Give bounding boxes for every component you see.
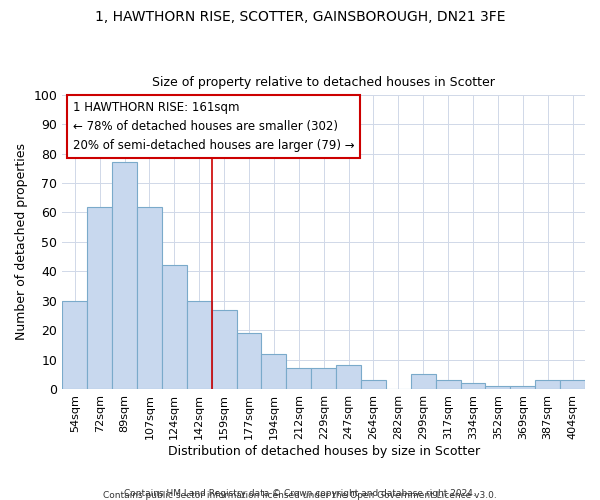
Bar [535, 380, 560, 389]
Bar [485, 386, 511, 389]
Bar [361, 380, 386, 389]
Bar [436, 380, 461, 389]
Text: 1, HAWTHORN RISE, SCOTTER, GAINSBOROUGH, DN21 3FE: 1, HAWTHORN RISE, SCOTTER, GAINSBOROUGH,… [95, 10, 505, 24]
Y-axis label: Number of detached properties: Number of detached properties [15, 144, 28, 340]
Text: Contains HM Land Registry data © Crown copyright and database right 2024.: Contains HM Land Registry data © Crown c… [124, 488, 476, 498]
Bar [262, 354, 286, 389]
Bar [560, 380, 585, 389]
Bar [411, 374, 436, 389]
Bar [137, 206, 162, 389]
Bar [112, 162, 137, 389]
Text: Contains public sector information licensed under the Open Government Licence v3: Contains public sector information licen… [103, 491, 497, 500]
Bar [236, 333, 262, 389]
Bar [286, 368, 311, 389]
X-axis label: Distribution of detached houses by size in Scotter: Distribution of detached houses by size … [167, 444, 480, 458]
Bar [461, 383, 485, 389]
Bar [212, 310, 236, 389]
Bar [311, 368, 336, 389]
Bar [162, 266, 187, 389]
Bar [62, 300, 87, 389]
Bar [187, 300, 212, 389]
Title: Size of property relative to detached houses in Scotter: Size of property relative to detached ho… [152, 76, 495, 90]
Bar [511, 386, 535, 389]
Bar [87, 206, 112, 389]
Text: 1 HAWTHORN RISE: 161sqm
← 78% of detached houses are smaller (302)
20% of semi-d: 1 HAWTHORN RISE: 161sqm ← 78% of detache… [73, 100, 355, 152]
Bar [336, 366, 361, 389]
